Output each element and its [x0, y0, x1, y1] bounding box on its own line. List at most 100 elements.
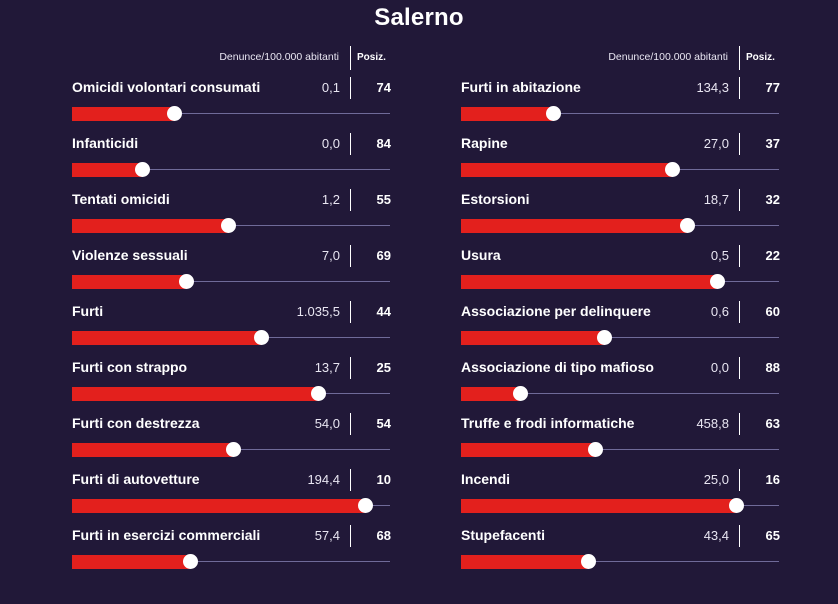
level-knob — [254, 330, 269, 345]
rank-position: 54 — [376, 416, 391, 431]
crime-row: Truffe e frodi informatiche 458,8 63 — [461, 406, 781, 462]
level-track — [72, 330, 390, 345]
crime-label: Furti in abitazione — [461, 79, 581, 95]
crime-rate-value: 25,0 — [703, 472, 729, 487]
header-divider — [739, 46, 740, 70]
page-title: Salerno — [374, 4, 464, 31]
level-bar — [72, 275, 186, 289]
crime-rate-value: 43,4 — [703, 528, 729, 543]
value-divider — [350, 413, 351, 435]
crime-rate-value: 0,1 — [321, 80, 340, 95]
value-divider — [350, 301, 351, 323]
crime-list: Omicidi volontari consumati 0,1 74 Infantic… — [72, 70, 392, 574]
track-line — [72, 169, 390, 170]
level-bar — [461, 219, 687, 233]
rank-position: 55 — [376, 192, 391, 207]
crime-label: Furti — [72, 303, 104, 319]
level-bar — [72, 443, 233, 457]
rank-position: 68 — [376, 528, 391, 543]
crime-rate-value: 0,0 — [710, 360, 729, 375]
rank-position: 32 — [765, 192, 780, 207]
value-divider — [350, 357, 351, 379]
track-line — [461, 337, 779, 338]
rank-position: 77 — [765, 80, 780, 95]
level-bar — [461, 107, 553, 121]
level-track — [72, 554, 390, 569]
crime-label: Furti in esercizi commerciali — [72, 527, 261, 543]
value-divider — [739, 77, 740, 99]
crime-rate-value: 0,0 — [321, 136, 340, 151]
level-track — [72, 498, 390, 513]
crime-rate-value: 54,0 — [314, 416, 340, 431]
crime-rate-value: 1,2 — [321, 192, 340, 207]
level-track — [72, 386, 390, 401]
level-track — [461, 442, 779, 457]
rank-position: 84 — [376, 136, 391, 151]
level-track — [461, 330, 779, 345]
level-track — [72, 162, 390, 177]
level-knob — [710, 274, 725, 289]
value-divider — [739, 245, 740, 267]
value-divider — [350, 189, 351, 211]
crime-rate-value: 194,4 — [307, 472, 340, 487]
crime-row: Omicidi volontari consumati 0,1 74 — [72, 70, 392, 126]
track-line — [72, 281, 390, 282]
value-divider — [350, 469, 351, 491]
crime-rate-value: 27,0 — [703, 136, 729, 151]
crime-row: Stupefacenti 43,4 65 — [461, 518, 781, 574]
level-knob — [546, 106, 561, 121]
header-divider — [350, 46, 351, 70]
value-divider — [739, 525, 740, 547]
crime-label: Furti con destrezza — [72, 415, 200, 431]
crime-rate-value: 13,7 — [314, 360, 340, 375]
track-line — [461, 393, 779, 394]
level-knob — [167, 106, 182, 121]
value-divider — [739, 357, 740, 379]
level-bar — [461, 387, 520, 401]
rank-position: 16 — [765, 472, 780, 487]
crime-label: Infanticidi — [72, 135, 139, 151]
level-bar — [461, 443, 595, 457]
crime-label: Incendi — [461, 471, 511, 487]
value-divider — [739, 189, 740, 211]
crime-rate-value: 134,3 — [696, 80, 729, 95]
value-divider — [350, 133, 351, 155]
metric-header: Denunce/100.000 abitanti — [219, 51, 339, 63]
crime-row: Usura 0,5 22 — [461, 238, 781, 294]
crime-row: Tentati omicidi 1,2 55 — [72, 182, 392, 238]
level-bar — [72, 387, 318, 401]
crime-rate-value: 458,8 — [696, 416, 729, 431]
level-knob — [513, 386, 528, 401]
rank-position: 88 — [765, 360, 780, 375]
value-divider — [739, 133, 740, 155]
rank-position: 25 — [376, 360, 391, 375]
crime-label: Usura — [461, 247, 501, 263]
level-bar — [461, 275, 717, 289]
crime-label: Furti con strappo — [72, 359, 188, 375]
track-line — [461, 561, 779, 562]
level-bar — [461, 163, 672, 177]
crime-row: Infanticidi 0,0 84 — [72, 126, 392, 182]
level-bar — [72, 331, 261, 345]
level-track — [461, 386, 779, 401]
level-bar — [72, 219, 228, 233]
crime-label: Stupefacenti — [461, 527, 546, 543]
level-bar — [72, 555, 190, 569]
crime-label: Estorsioni — [461, 191, 530, 207]
right-column: Denunce/100.000 abitanti Posiz. Furti in… — [461, 46, 781, 574]
track-line — [72, 113, 390, 114]
level-knob — [221, 218, 236, 233]
level-track — [461, 498, 779, 513]
level-track — [461, 554, 779, 569]
crime-label: Omicidi volontari consumati — [72, 79, 261, 95]
level-bar — [72, 499, 365, 513]
crime-row: Violenze sessuali 7,0 69 — [72, 238, 392, 294]
column-header: Denunce/100.000 abitanti Posiz. — [461, 46, 781, 70]
value-divider — [350, 77, 351, 99]
level-track — [72, 274, 390, 289]
value-divider — [739, 469, 740, 491]
level-track — [461, 274, 779, 289]
crime-row: Furti di autovetture 194,4 10 — [72, 462, 392, 518]
crime-rate-value: 0,6 — [710, 304, 729, 319]
level-track — [72, 442, 390, 457]
